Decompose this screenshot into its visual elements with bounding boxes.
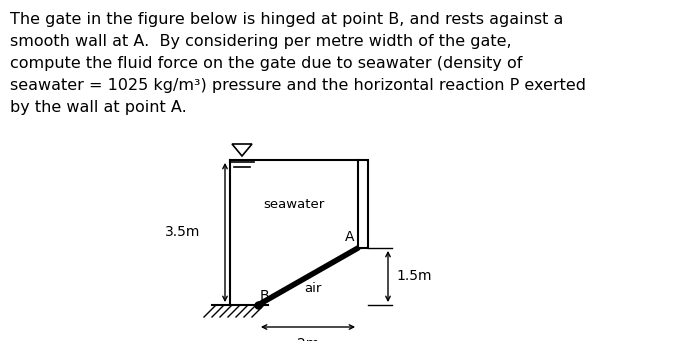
Text: A: A [345,230,354,244]
Text: 1.5m: 1.5m [396,269,432,283]
Text: seawater = 1025 kg/m³) pressure and the horizontal reaction P exerted: seawater = 1025 kg/m³) pressure and the … [10,78,586,93]
Text: seawater: seawater [263,198,325,211]
Bar [358,160,368,248]
Text: The gate in the figure below is hinged at point B, and rests against a: The gate in the figure below is hinged a… [10,12,564,27]
Text: 2m: 2m [297,337,319,341]
Text: smooth wall at A.  By considering per metre width of the gate,: smooth wall at A. By considering per met… [10,34,512,49]
Text: compute the fluid force on the gate due to seawater (density of: compute the fluid force on the gate due … [10,56,523,71]
Text: air: air [304,282,321,295]
Text: 3.5m: 3.5m [165,225,200,239]
Text: B: B [260,289,269,303]
Text: by the wall at point A.: by the wall at point A. [10,100,187,115]
